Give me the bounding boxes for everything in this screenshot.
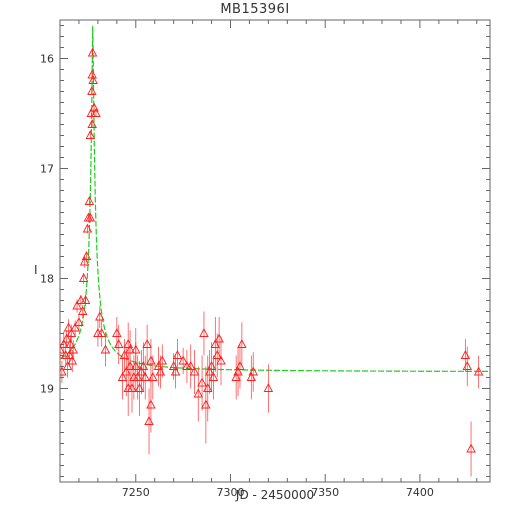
data-point bbox=[100, 344, 111, 354]
data-point bbox=[237, 339, 247, 348]
data-point bbox=[85, 212, 96, 222]
data-point bbox=[185, 361, 196, 370]
data-point bbox=[89, 102, 99, 112]
data-point bbox=[87, 47, 98, 57]
data-point bbox=[64, 350, 75, 359]
data-point bbox=[91, 108, 101, 117]
data-point bbox=[82, 223, 93, 233]
data-point bbox=[67, 355, 78, 365]
data-point bbox=[74, 317, 84, 326]
data-point bbox=[86, 108, 97, 117]
data-point bbox=[148, 372, 158, 381]
data-point bbox=[146, 399, 156, 409]
data-point bbox=[466, 443, 476, 453]
data-point bbox=[63, 322, 74, 332]
data-point bbox=[172, 350, 183, 359]
data-point bbox=[66, 328, 77, 337]
chart-title: MB15396I bbox=[220, 2, 290, 17]
x-axis-label: JD - 2450000 bbox=[235, 488, 315, 502]
data-point bbox=[117, 372, 128, 381]
x-tick-label: 7250 bbox=[122, 486, 150, 499]
data-point bbox=[125, 344, 135, 354]
data-point bbox=[193, 388, 204, 398]
data-point bbox=[157, 355, 168, 365]
data-point bbox=[87, 86, 97, 95]
data-point bbox=[113, 339, 124, 348]
model-curve bbox=[60, 25, 490, 372]
x-tick-label: 7300 bbox=[216, 486, 244, 499]
data-point bbox=[60, 366, 67, 376]
data-point bbox=[87, 119, 97, 128]
data-point bbox=[72, 300, 82, 310]
data-point bbox=[131, 344, 141, 354]
data-point bbox=[77, 306, 88, 315]
plot-frame bbox=[59, 19, 491, 483]
data-point bbox=[60, 344, 65, 354]
data-point bbox=[79, 256, 90, 266]
data-point bbox=[95, 311, 105, 321]
y-tick-label: 18 bbox=[40, 273, 54, 286]
data-point bbox=[473, 366, 484, 376]
data-point bbox=[80, 295, 91, 304]
data-point bbox=[78, 273, 89, 282]
data-point bbox=[248, 366, 258, 376]
data-point bbox=[208, 372, 219, 381]
data-point bbox=[142, 339, 152, 348]
data-point bbox=[140, 372, 150, 381]
data-point bbox=[76, 295, 86, 304]
data-point bbox=[197, 377, 207, 387]
data-point bbox=[189, 366, 200, 376]
data-point bbox=[462, 361, 473, 370]
data-point bbox=[216, 355, 226, 365]
data-point bbox=[263, 383, 274, 392]
data-point bbox=[81, 251, 92, 260]
data-point bbox=[70, 322, 80, 332]
data-point bbox=[85, 130, 96, 139]
y-tick-label: 17 bbox=[40, 163, 54, 176]
y-tick-label: 19 bbox=[40, 383, 54, 396]
data-point bbox=[96, 328, 107, 337]
data-point bbox=[61, 333, 72, 343]
data-point bbox=[178, 355, 188, 365]
y-axis-label: I bbox=[34, 263, 38, 277]
y-tick-label: 16 bbox=[40, 53, 54, 66]
data-point bbox=[88, 75, 98, 84]
data-point bbox=[68, 344, 79, 354]
x-tick-label: 7350 bbox=[311, 486, 339, 499]
data-point bbox=[60, 339, 69, 348]
data-point bbox=[65, 339, 76, 348]
data-point bbox=[84, 196, 95, 205]
x-tick-label: 7400 bbox=[406, 486, 434, 499]
data-point bbox=[199, 328, 209, 337]
